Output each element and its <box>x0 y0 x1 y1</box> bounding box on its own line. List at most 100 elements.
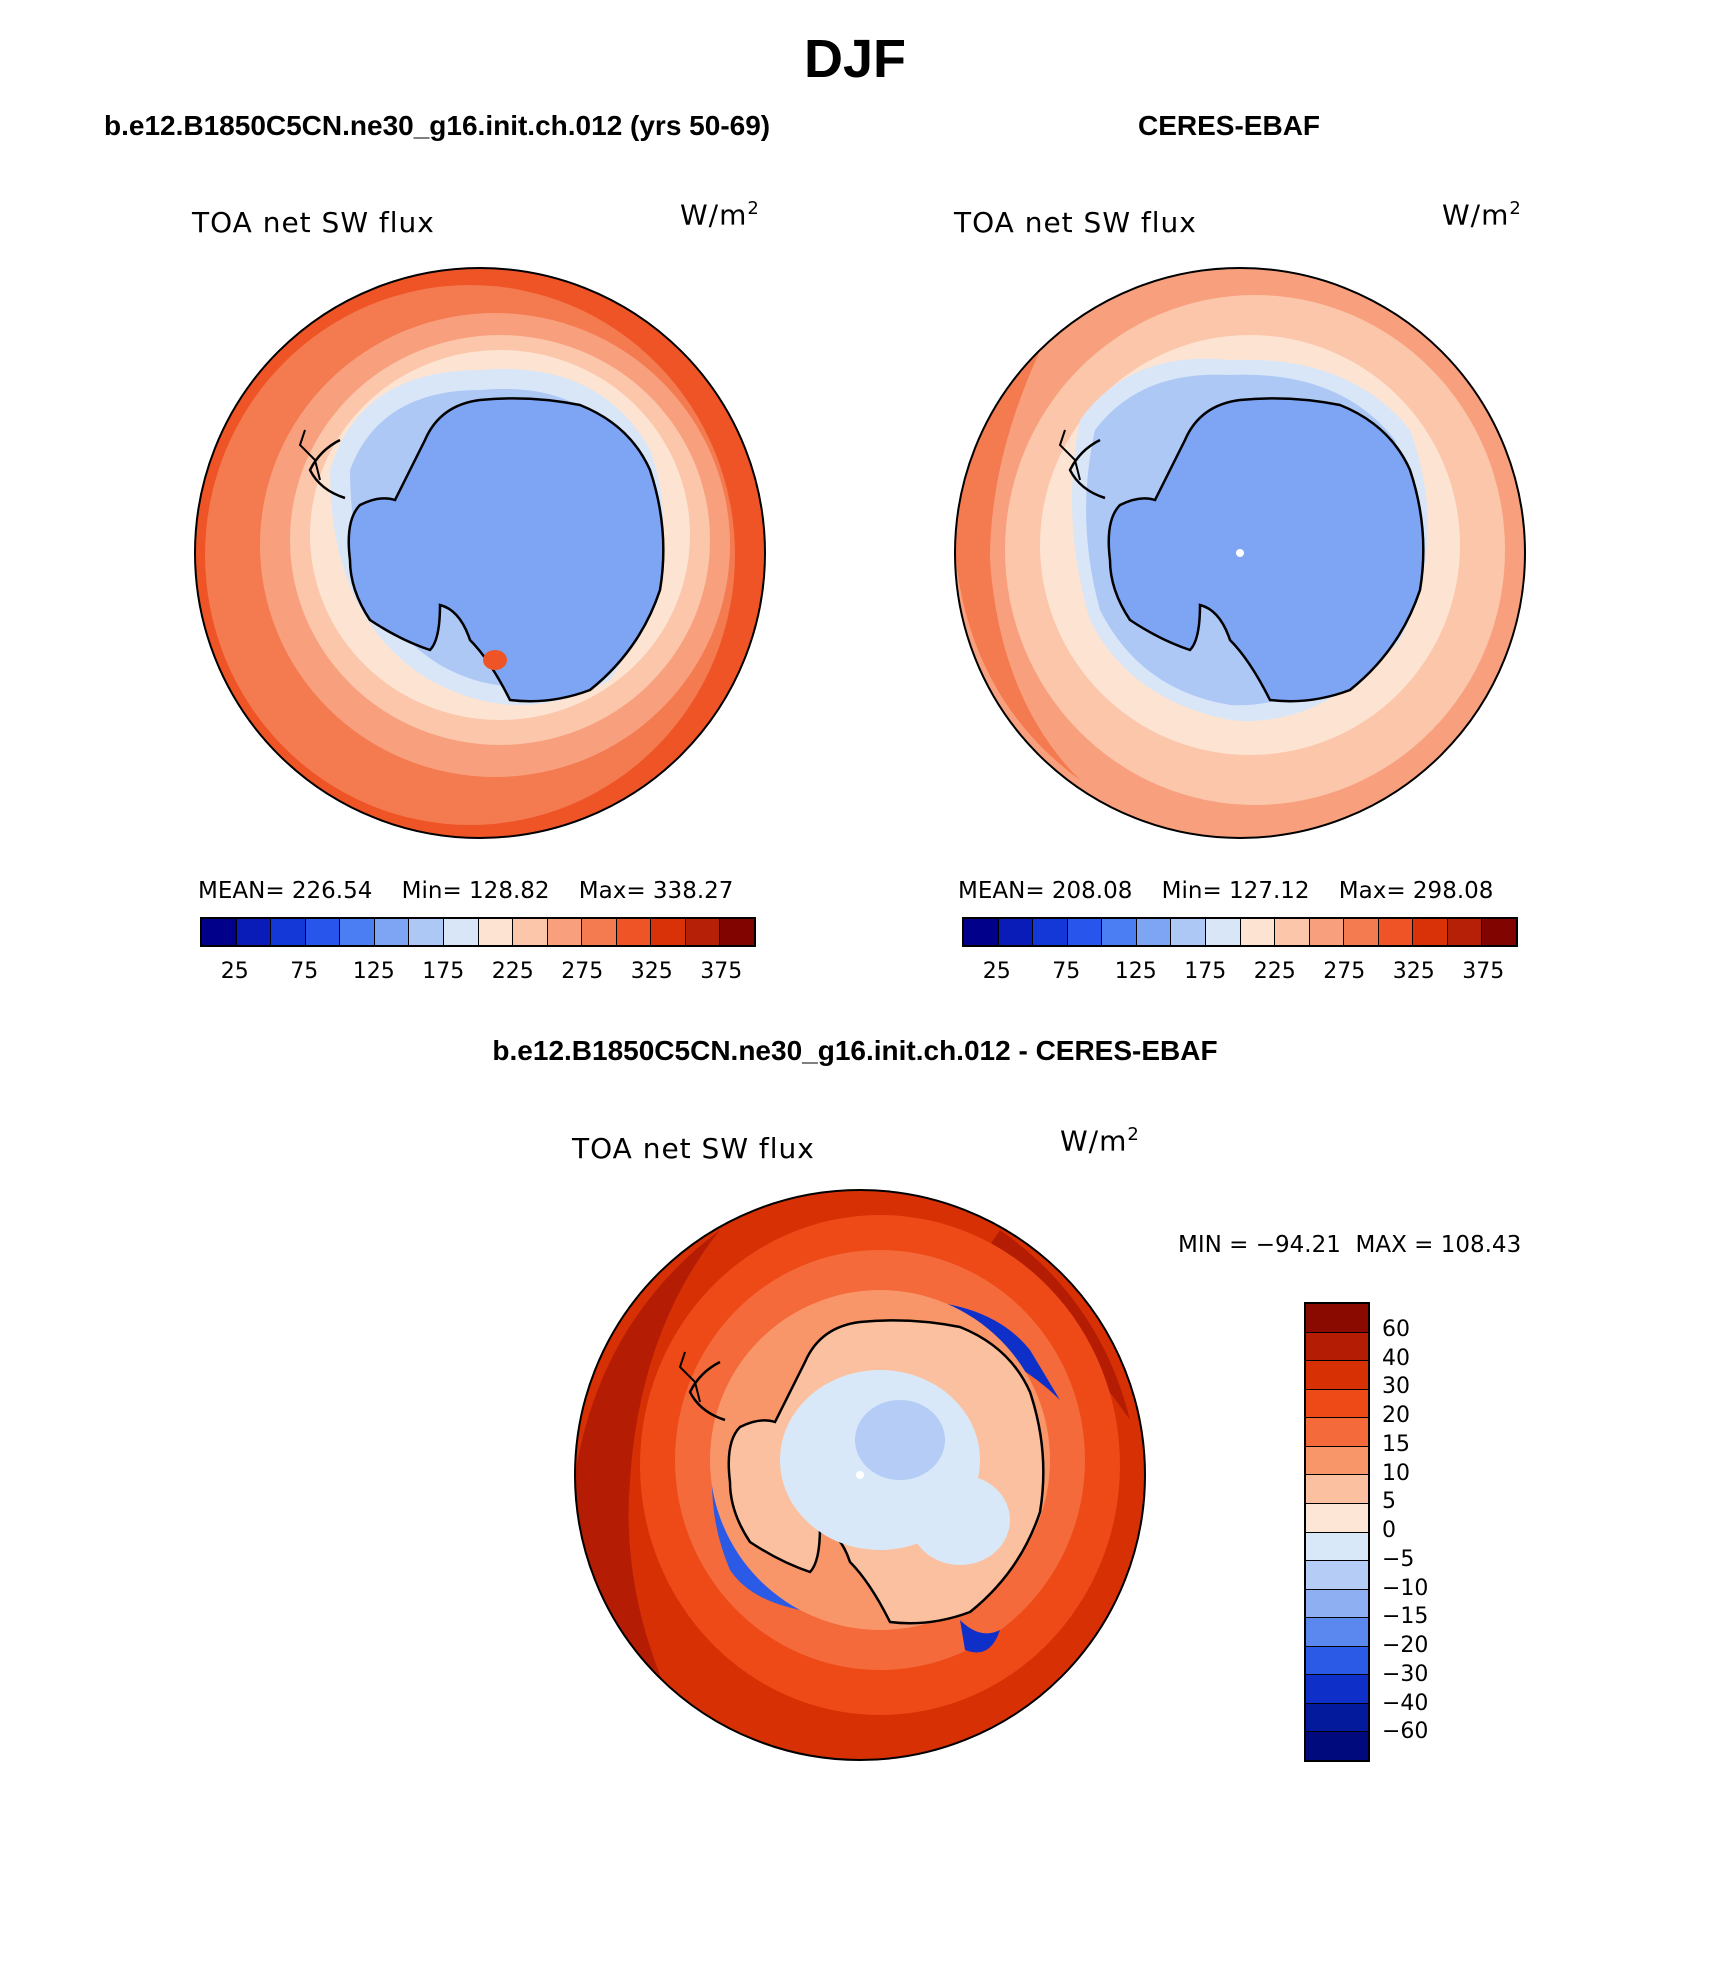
diff-flux-field <box>575 1190 1145 1760</box>
colorbar-swatch <box>1205 919 1241 945</box>
colorbar-swatch <box>1275 919 1310 945</box>
obs-stats: MEAN= 208.08 Min= 127.12 Max= 298.08 <box>958 878 1494 904</box>
obs-panel-title: CERES-EBAF <box>1138 110 1321 141</box>
colorbar-tick-label: −15 <box>1382 1604 1429 1630</box>
colorbar-tick-label: 325 <box>1392 959 1435 984</box>
colorbar-swatch <box>964 919 999 945</box>
colorbar-swatch <box>1306 1561 1368 1590</box>
colorbar-tick-label: 375 <box>700 959 743 984</box>
colorbar-swatch <box>685 919 721 945</box>
colorbar-swatch <box>1067 919 1103 945</box>
colorbar-swatch <box>998 919 1034 945</box>
colorbar-swatch <box>1306 1418 1368 1447</box>
colorbar-swatch <box>1309 919 1345 945</box>
colorbar-tick-label: −30 <box>1382 1661 1429 1687</box>
model-flux-field <box>195 268 765 838</box>
model-units-label: W/m2 <box>680 198 760 232</box>
colorbar-swatch <box>1306 1589 1368 1619</box>
colorbar-tick-label: 25 <box>982 959 1011 984</box>
colorbar-tick-label: 75 <box>1052 959 1081 984</box>
figure-title: DJF <box>803 29 906 89</box>
colorbar-swatch <box>1413 919 1448 945</box>
colorbar-tick-label: 375 <box>1462 959 1505 984</box>
colorbar-swatch <box>1306 1532 1368 1562</box>
colorbar-tick-label: 125 <box>352 959 395 984</box>
colorbar-tick-label: 25 <box>220 959 249 984</box>
colorbar-swatch <box>1306 1703 1368 1733</box>
colorbar-swatch <box>1306 1361 1368 1390</box>
colorbar-tick-label: 0 <box>1382 1518 1396 1543</box>
colorbar-tick-label: 75 <box>290 959 319 984</box>
colorbar-tick-label: −20 <box>1382 1633 1429 1658</box>
colorbar-swatch <box>1171 919 1206 945</box>
colorbar-swatch <box>651 919 686 945</box>
colorbar-tick-label: −60 <box>1382 1719 1429 1745</box>
diff-panel-title: b.e12.B1850C5CN.ne30_g16.init.ch.012 - C… <box>492 1035 1218 1066</box>
diff-stats: MIN = −94.21 MAX = 108.43 <box>1178 1232 1522 1258</box>
colorbar-swatch <box>271 919 306 945</box>
colorbar-swatch <box>1378 919 1414 945</box>
colorbar-tick-label: 15 <box>1382 1431 1410 1457</box>
colorbar-swatch <box>547 919 583 945</box>
colorbar-swatch <box>1447 919 1483 945</box>
model-antarctica-coastline <box>347 397 665 703</box>
colorbar-swatch <box>616 919 652 945</box>
obs-units-label: W/m2 <box>1442 198 1522 232</box>
colorbar-swatch <box>1306 1304 1368 1333</box>
colorbar-swatch <box>1306 1332 1368 1362</box>
colorbar-swatch <box>1306 1675 1368 1704</box>
colorbar-swatch <box>1306 1446 1368 1476</box>
colorbar-swatch <box>1306 1389 1368 1419</box>
colorbar-tick-label: −40 <box>1382 1690 1429 1716</box>
obs-variable-label: TOA net SW flux <box>954 206 1197 239</box>
colorbar-swatch <box>409 919 444 945</box>
colorbar-tick-label: −10 <box>1382 1575 1429 1601</box>
colorbar-tick-label: 40 <box>1382 1345 1410 1371</box>
colorbar-swatch <box>720 919 754 945</box>
model-colorbar <box>200 917 756 947</box>
colorbar-tick-label: 225 <box>1253 959 1296 984</box>
diff-variable-label: TOA net SW flux <box>572 1132 815 1165</box>
colorbar-swatch <box>1344 919 1379 945</box>
colorbar-tick-label: 275 <box>1323 959 1366 984</box>
colorbar-swatch <box>513 919 548 945</box>
colorbar-swatch <box>1482 919 1516 945</box>
colorbar-tick-label: 325 <box>630 959 673 984</box>
colorbar-tick-label: 275 <box>561 959 604 984</box>
diff-colorbar <box>1304 1302 1370 1762</box>
colorbar-swatch <box>236 919 272 945</box>
colorbar-tick-label: 30 <box>1382 1374 1410 1400</box>
colorbar-tick-label: 60 <box>1382 1316 1410 1342</box>
colorbar-swatch <box>1306 1732 1368 1760</box>
colorbar-swatch <box>1136 919 1172 945</box>
model-stats: MEAN= 226.54 Min= 128.82 Max= 338.27 <box>198 878 734 904</box>
colorbar-swatch <box>305 919 341 945</box>
colorbar-swatch <box>1102 919 1137 945</box>
diff-units-label: W/m2 <box>1060 1124 1140 1158</box>
model-panel-title: b.e12.B1850C5CN.ne30_g16.init.ch.012 (yr… <box>104 110 771 141</box>
colorbar-swatch <box>443 919 479 945</box>
obs-colorbar <box>962 917 1518 947</box>
colorbar-swatch <box>202 919 237 945</box>
obs-antarctica-coastline <box>1107 397 1425 703</box>
colorbar-tick-label: 225 <box>491 959 534 984</box>
colorbar-tick-label: 175 <box>422 959 465 984</box>
colorbar-swatch <box>1240 919 1276 945</box>
colorbar-swatch <box>1306 1646 1368 1676</box>
colorbar-tick-label: 125 <box>1114 959 1157 984</box>
colorbar-swatch <box>1306 1618 1368 1647</box>
colorbar-tick-label: 5 <box>1382 1489 1396 1515</box>
colorbar-swatch <box>1306 1503 1368 1533</box>
colorbar-tick-label: 175 <box>1184 959 1227 984</box>
colorbar-swatch <box>1033 919 1068 945</box>
obs-flux-field <box>955 268 1525 838</box>
colorbar-swatch <box>1306 1475 1368 1504</box>
colorbar-swatch <box>478 919 514 945</box>
colorbar-swatch <box>340 919 375 945</box>
colorbar-swatch <box>582 919 617 945</box>
colorbar-tick-label: −5 <box>1382 1546 1415 1572</box>
colorbar-tick-label: 20 <box>1382 1403 1410 1428</box>
